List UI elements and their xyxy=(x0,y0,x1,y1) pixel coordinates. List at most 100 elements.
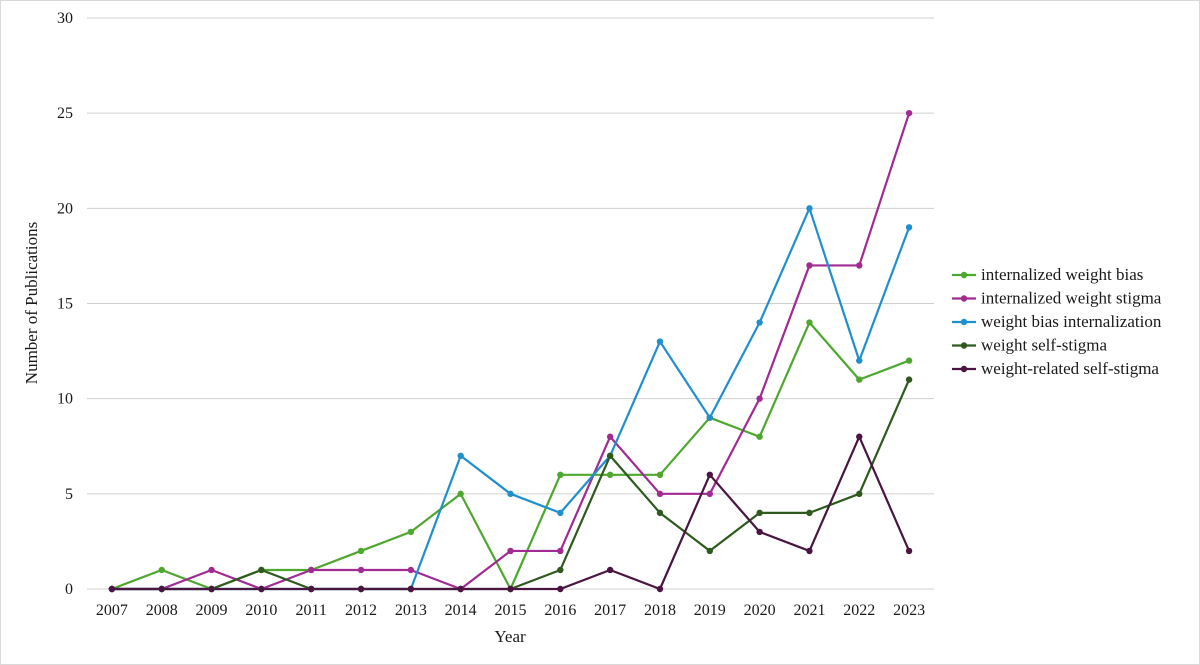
x-tick-label: 2007 xyxy=(96,602,128,619)
x-tick-label: 2011 xyxy=(296,602,327,619)
x-tick-label: 2023 xyxy=(893,602,925,619)
y-tick-label: 20 xyxy=(57,200,73,217)
y-tick-label: 10 xyxy=(57,391,73,408)
data-point xyxy=(856,376,863,383)
data-point xyxy=(905,357,913,364)
series-line-1 xyxy=(111,112,911,591)
legend-swatch-marker xyxy=(960,295,968,302)
x-tick-label: 2012 xyxy=(345,602,377,619)
legend-entry-label: weight-related self-stigma xyxy=(981,359,1159,378)
data-point xyxy=(606,566,614,574)
data-point xyxy=(756,395,763,402)
data-point xyxy=(507,585,514,593)
data-point xyxy=(656,471,664,478)
data-point xyxy=(158,566,165,574)
data-point xyxy=(606,433,614,440)
legend-swatch-marker xyxy=(960,365,968,373)
data-point xyxy=(557,509,564,517)
legend-entry-label: weight self-stigma xyxy=(981,336,1108,355)
x-tick-label: 2019 xyxy=(694,602,726,619)
data-point xyxy=(407,566,415,574)
data-point xyxy=(806,509,813,517)
legend-entry-label: internalized weight bias xyxy=(981,265,1143,284)
data-point xyxy=(557,585,564,593)
data-point xyxy=(856,490,863,498)
data-point xyxy=(557,471,564,478)
data-point xyxy=(806,262,813,269)
gridlines xyxy=(87,17,934,590)
data-point xyxy=(208,585,215,593)
data-point xyxy=(856,357,863,364)
legend-entry-label: internalized weight stigma xyxy=(981,289,1162,308)
x-tick-label: 2008 xyxy=(146,602,178,619)
data-point xyxy=(507,547,514,555)
data-point xyxy=(756,319,763,326)
x-tick-label: 2015 xyxy=(495,602,527,619)
data-point xyxy=(905,109,913,117)
legend: internalized weight bias internalized wei… xyxy=(952,265,1162,378)
x-tick-label: 2020 xyxy=(744,602,776,619)
data-point xyxy=(706,490,713,498)
data-point xyxy=(557,547,564,555)
y-tick-label: 30 xyxy=(57,10,73,27)
data-point xyxy=(756,433,763,440)
data-point xyxy=(308,566,315,574)
x-axis-ticks: 2007 2008 2009 2010 2011 2012 2013 2014 2015 2016… xyxy=(96,602,925,619)
data-point xyxy=(507,490,514,498)
data-point xyxy=(856,262,863,269)
data-point xyxy=(706,471,713,478)
x-tick-label: 2018 xyxy=(644,602,676,619)
x-tick-label: 2021 xyxy=(793,602,825,619)
data-point xyxy=(457,452,464,459)
data-point xyxy=(756,509,763,517)
x-axis-title: Year xyxy=(494,627,526,646)
data-point xyxy=(457,585,464,593)
x-tick-label: 2022 xyxy=(843,602,875,619)
data-point xyxy=(357,566,365,574)
data-point xyxy=(258,566,265,574)
x-tick-label: 2016 xyxy=(544,602,576,619)
data-point xyxy=(606,452,614,459)
legend-swatch-marker xyxy=(960,271,968,279)
y-tick-label: 25 xyxy=(57,105,73,122)
data-point xyxy=(905,547,913,555)
data-point xyxy=(407,528,415,536)
data-point xyxy=(806,547,813,555)
y-tick-label: 0 xyxy=(65,581,73,598)
data-point xyxy=(905,376,913,383)
x-tick-label: 2010 xyxy=(245,602,277,619)
data-point xyxy=(656,585,664,593)
data-point xyxy=(557,566,564,574)
data-point xyxy=(258,585,265,593)
data-point xyxy=(606,471,614,478)
data-point xyxy=(208,566,215,574)
data-point xyxy=(706,547,713,555)
x-tick-label: 2017 xyxy=(594,602,626,619)
data-point xyxy=(357,547,365,555)
data-point xyxy=(357,585,365,593)
legend-entry-label: weight bias internalization xyxy=(981,312,1162,331)
x-tick-label: 2013 xyxy=(395,602,427,619)
y-tick-label: 15 xyxy=(57,296,73,313)
data-point xyxy=(856,433,863,440)
data-point xyxy=(905,224,913,231)
data-point xyxy=(308,585,315,593)
series-points xyxy=(108,109,913,593)
data-point xyxy=(656,338,664,345)
y-axis-title: Number of Publications xyxy=(22,222,41,384)
data-point xyxy=(806,205,813,212)
series-lines xyxy=(111,112,911,591)
data-point xyxy=(108,585,116,593)
data-point xyxy=(706,414,713,421)
y-tick-label: 5 xyxy=(65,486,73,503)
series-line-3 xyxy=(111,379,911,591)
data-point xyxy=(457,490,464,498)
data-point xyxy=(806,319,813,326)
data-point xyxy=(756,528,763,536)
data-point xyxy=(656,509,664,517)
data-point xyxy=(158,585,165,593)
legend-swatch-marker xyxy=(960,342,968,349)
x-tick-label: 2014 xyxy=(445,602,477,619)
